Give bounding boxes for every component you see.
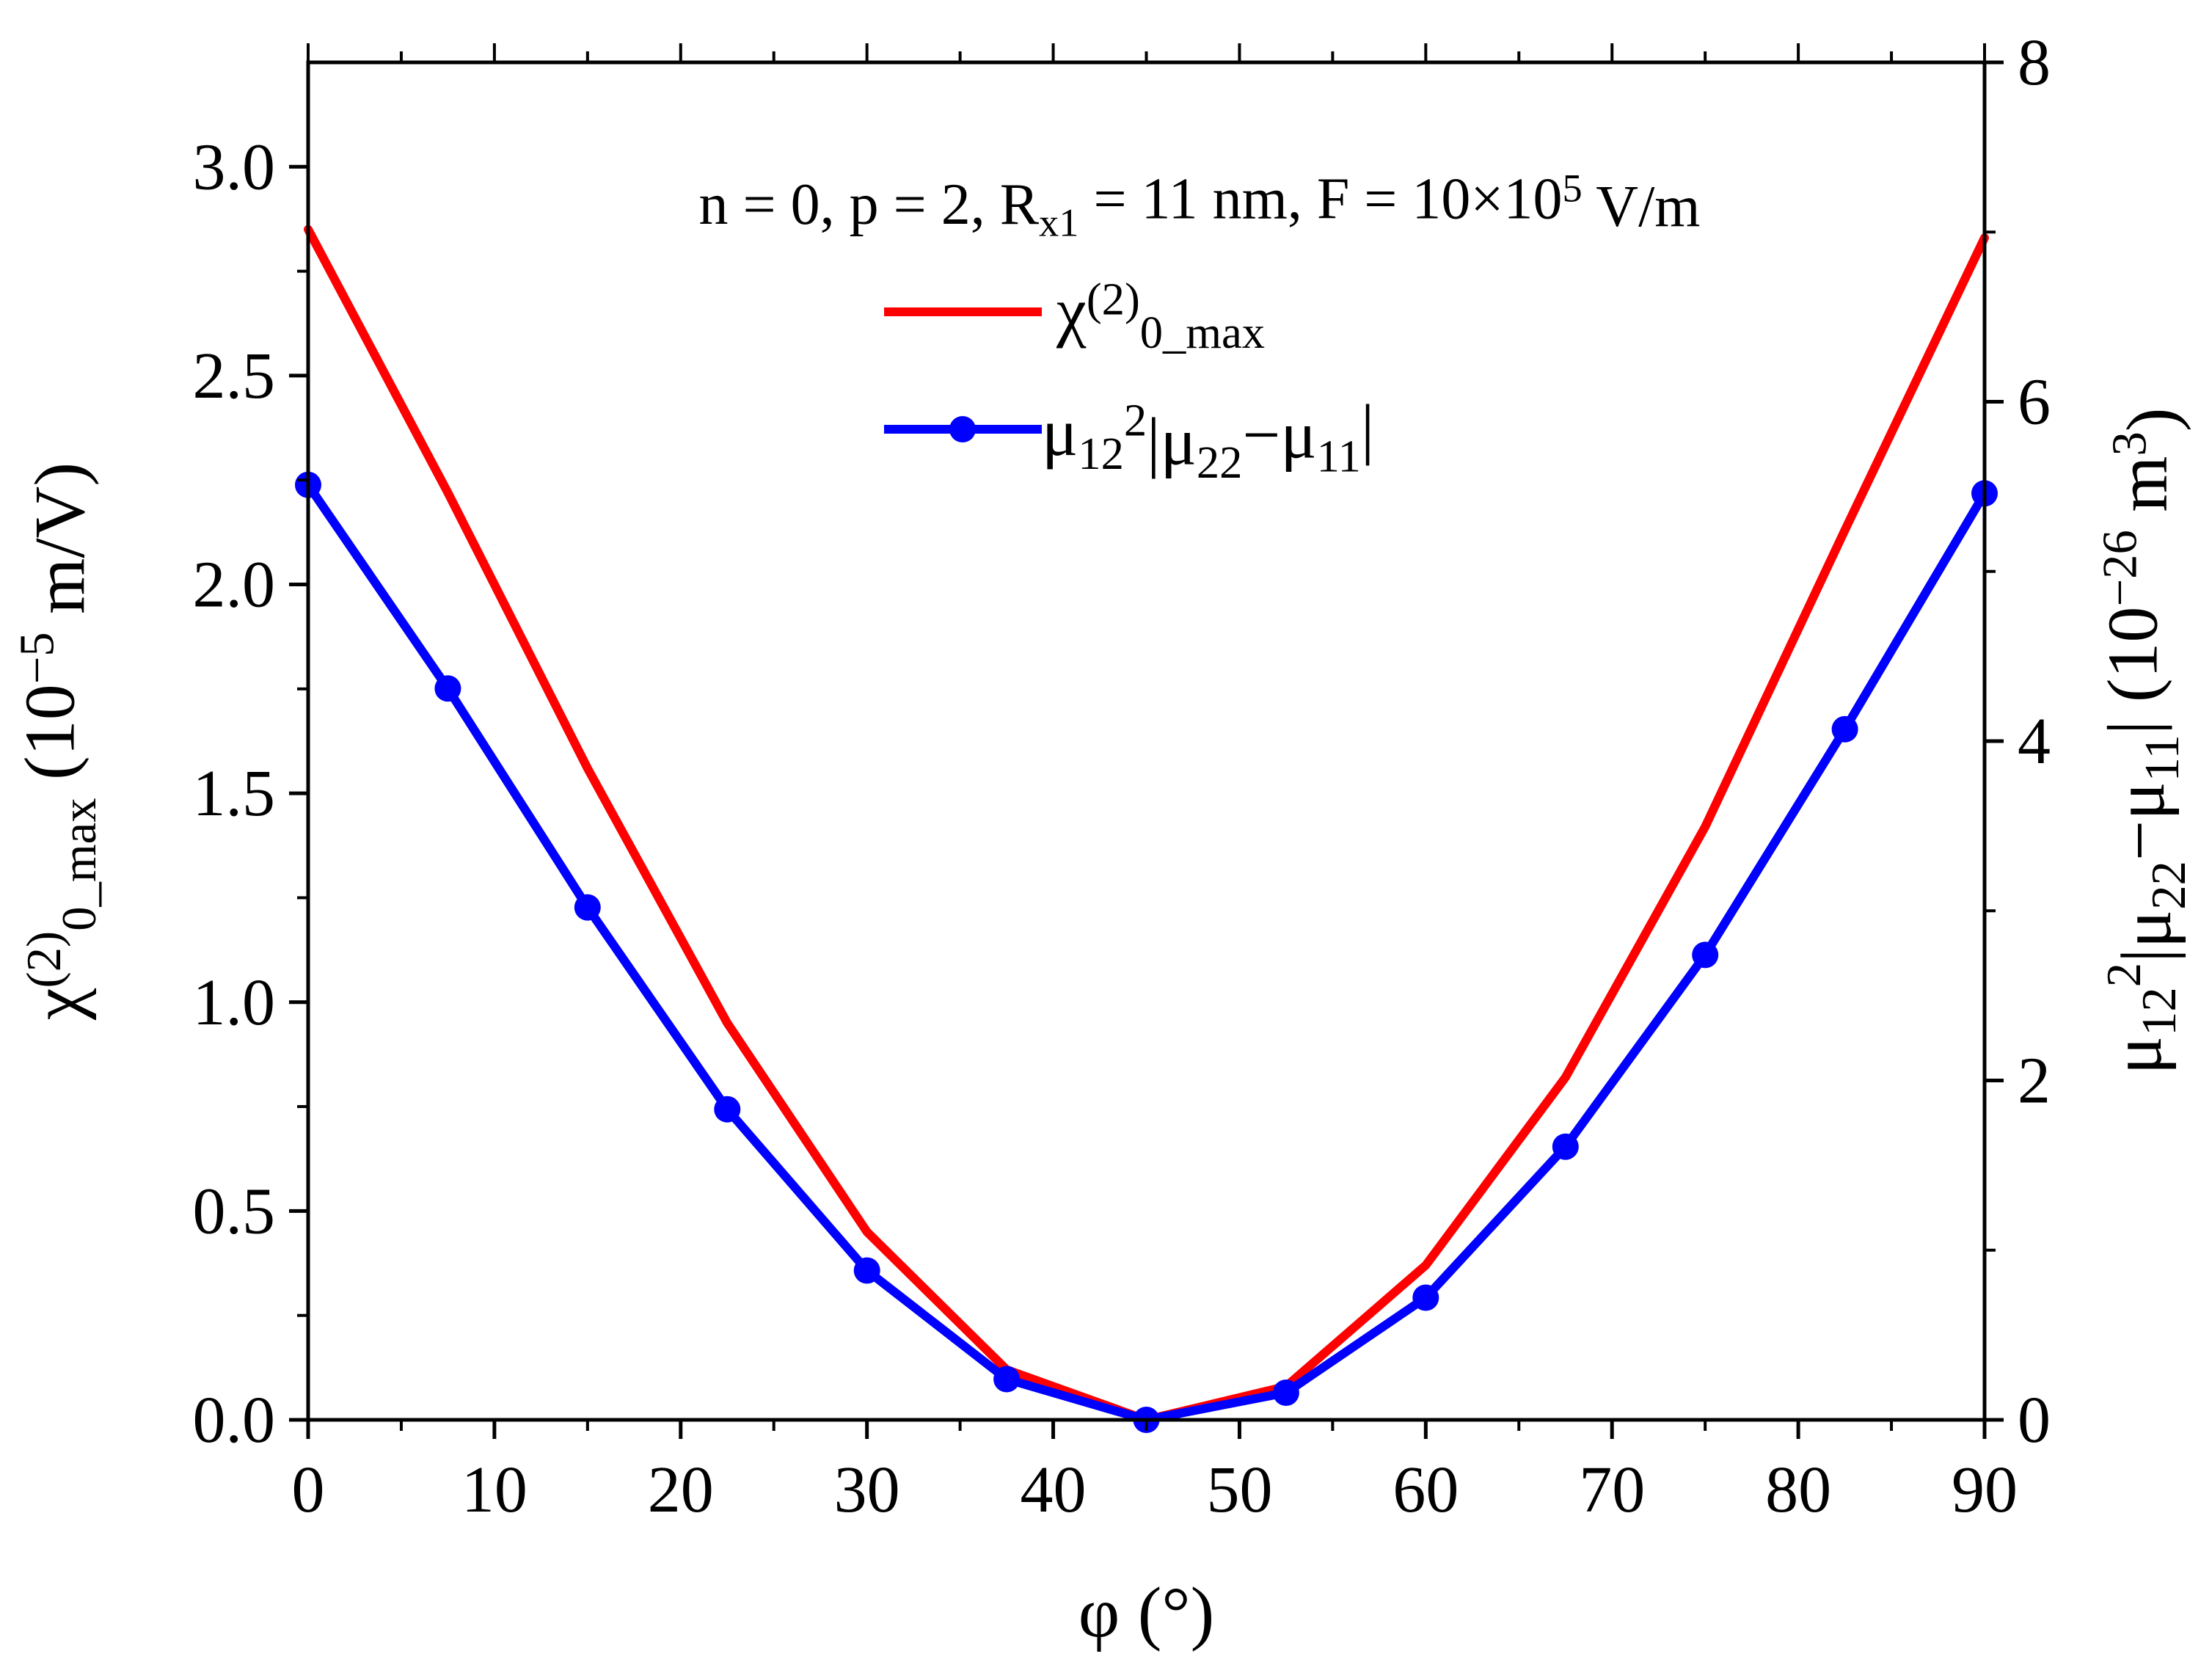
y2-tick-label: 8	[2018, 26, 2051, 99]
data-point	[1412, 1284, 1439, 1311]
x-tick-label: 50	[1206, 1454, 1272, 1526]
x-tick-label: 80	[1765, 1454, 1831, 1526]
legend-label-chi: χ(2)0_max​	[1056, 274, 1265, 358]
legend-label-mu: μ122|μ22−μ11|	[1042, 391, 1374, 488]
legend: χ(2)0_max​ μ122|μ22−μ11|	[884, 274, 1374, 488]
y2-tick-label: 6	[2018, 366, 2051, 439]
x-tick-label: 90	[1952, 1454, 2018, 1526]
data-point	[714, 1096, 741, 1123]
x-tick-label: 30	[834, 1454, 900, 1526]
y-tick-label: 2.0	[193, 549, 276, 622]
ticks-layer	[289, 43, 2004, 1439]
x-tick-label: 60	[1392, 1454, 1459, 1526]
chart-annotation: n = 0, p = 2, Rx1 = 11 nm, F = 10×105 V/…	[698, 166, 1700, 244]
data-point	[1272, 1379, 1299, 1406]
x-tick-label: 0	[292, 1454, 325, 1526]
data-point	[1692, 941, 1719, 969]
x-tick-label: 70	[1579, 1454, 1645, 1526]
x-tick-label: 40	[1021, 1454, 1087, 1526]
x-axis-title: φ (°)	[1078, 1573, 1215, 1652]
y2-tick-label: 2	[2018, 1045, 2051, 1118]
y-axis-title: χ(2)0_max (10−5 m/V)	[11, 462, 106, 1021]
y-tick-label: 1.0	[193, 966, 276, 1039]
data-point	[1552, 1133, 1579, 1160]
data-point	[434, 675, 461, 702]
labels-layer: 0 10 20 30 40 50 60 70 80 900.00.51.01.52.02.53.0…	[193, 26, 2051, 1526]
data-point	[993, 1366, 1021, 1393]
y-tick-label: 2.5	[193, 340, 276, 412]
y-tick-label: 0.5	[193, 1175, 276, 1247]
data-point	[574, 894, 601, 921]
legend-marker-mu	[949, 416, 976, 442]
x-tick-label: 20	[648, 1454, 714, 1526]
y2-axis-title: μ122|μ22−μ11| (10−26 m3)	[2093, 408, 2196, 1075]
data-point	[853, 1257, 880, 1284]
y-tick-label: 3.0	[193, 131, 276, 203]
data-point	[1831, 715, 1858, 743]
y2-tick-label: 0	[2018, 1384, 2051, 1457]
y-tick-label: 1.5	[193, 757, 276, 830]
y-tick-label: 0.0	[193, 1384, 276, 1457]
y2-tick-label: 4	[2018, 705, 2051, 778]
x-tick-label: 10	[461, 1454, 528, 1526]
